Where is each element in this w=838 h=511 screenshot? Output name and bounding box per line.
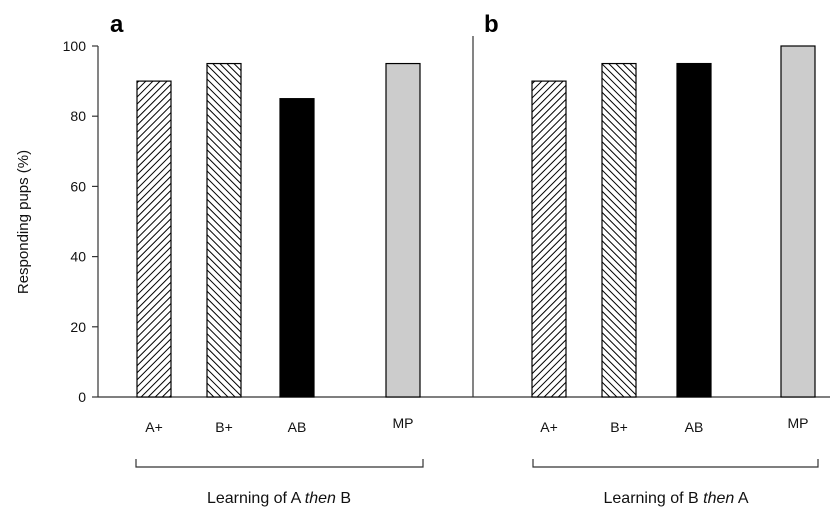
category-label: B+ xyxy=(215,419,233,435)
category-label: AB xyxy=(288,419,307,435)
category-label: B+ xyxy=(610,419,628,435)
category-label: A+ xyxy=(540,419,558,435)
y-tick-label: 20 xyxy=(70,319,86,335)
y-tick-label: 40 xyxy=(70,249,86,265)
bar-b-mp xyxy=(780,45,816,398)
bar-a-mp xyxy=(385,62,421,398)
y-tick-label: 80 xyxy=(70,108,86,124)
bracket-a xyxy=(135,459,424,468)
y-tick-label: 60 xyxy=(70,178,86,194)
bracket-b xyxy=(532,459,819,468)
bars xyxy=(136,45,816,398)
y-axis: 0 20 40 60 80 100 Responding pups (%) xyxy=(15,38,99,405)
panel-letter-b: b xyxy=(484,11,499,38)
group-label-b: Learning of B then A xyxy=(604,490,749,507)
category-labels: A+ B+ AB MP A+ B+ AB MP xyxy=(145,415,808,435)
bar-a-ab xyxy=(279,98,315,398)
category-label: MP xyxy=(788,415,809,431)
group-label-a: Learning of A then B xyxy=(207,490,351,507)
category-label: MP xyxy=(393,415,414,431)
bar-a-aplus xyxy=(136,80,172,398)
panel-letter-a: a xyxy=(110,11,124,38)
bar-a-bplus xyxy=(206,62,242,398)
category-label: A+ xyxy=(145,419,163,435)
y-tick-label: 100 xyxy=(63,38,87,54)
group-bracket-b: Learning of B then A xyxy=(532,459,819,507)
bar-b-ab xyxy=(676,62,712,398)
y-axis-title: Responding pups (%) xyxy=(15,150,32,294)
bar-b-bplus xyxy=(601,62,637,398)
bar-b-aplus xyxy=(531,80,567,398)
group-bracket-a: Learning of A then B xyxy=(135,459,424,507)
category-label: AB xyxy=(685,419,704,435)
y-tick-label: 0 xyxy=(78,389,86,405)
y-ticks: 0 20 40 60 80 100 xyxy=(63,38,98,405)
